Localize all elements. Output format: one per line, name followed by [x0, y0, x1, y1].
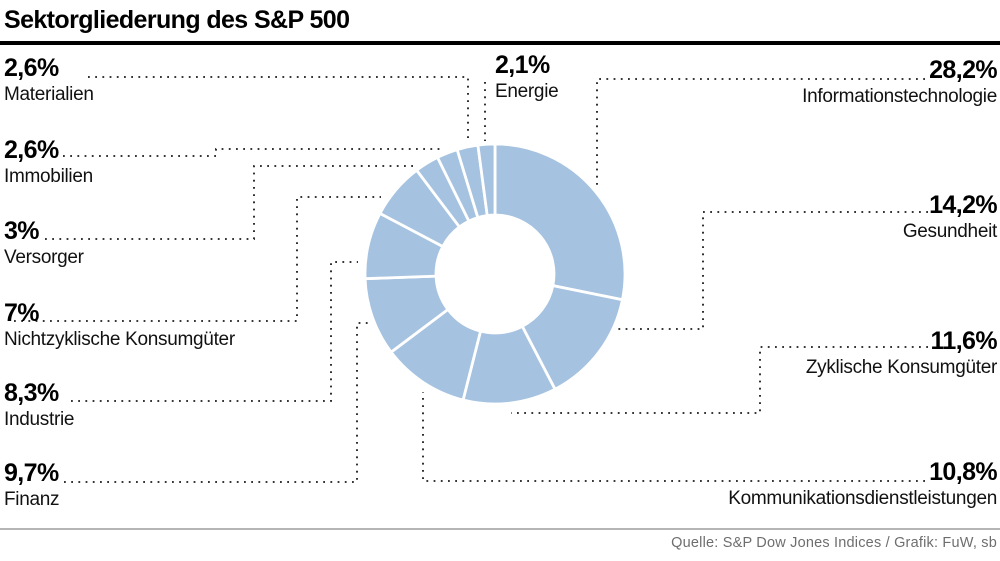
label-pct-immobilien: 2,6%: [4, 136, 59, 164]
footer-separator: [0, 528, 1000, 530]
label-name-immobilien: Immobilien: [4, 165, 93, 187]
label-informationstechnologie: 28,2% Informationstechnologie: [802, 56, 997, 107]
label-name-versorger: Versorger: [4, 246, 84, 268]
label-name-finanz: Finanz: [4, 488, 60, 510]
label-name-kommunikationsdienstleistungen: Kommunikationsdienstleistungen: [728, 487, 997, 509]
label-pct-gesundheit: 14,2%: [929, 191, 997, 219]
label-pct-zyklische-konsumgueter: 11,6%: [930, 327, 997, 355]
label-pct-energie: 2,1%: [495, 51, 550, 79]
donut-slice-informationstechnologie: [493, 142, 627, 302]
source-credit: Quelle: S&P Dow Jones Indices / Grafik: …: [671, 535, 997, 551]
donut-slice-energie: [476, 142, 497, 218]
label-materialien: 2,6% Materialien: [4, 54, 94, 105]
label-versorger: 3% Versorger: [4, 217, 84, 268]
label-pct-kommunikationsdienstleistungen: 10,8%: [929, 458, 997, 486]
label-name-nichtzyklische-konsumgueter: Nichtzyklische Konsumgüter: [4, 328, 235, 350]
label-gesundheit: 14,2% Gesundheit: [902, 191, 998, 242]
label-pct-industrie: 8,3%: [4, 379, 59, 407]
label-name-industrie: Industrie: [4, 408, 75, 430]
label-pct-nichtzyklische-konsumgueter: 7%: [4, 299, 40, 327]
label-pct-versorger: 3%: [4, 217, 40, 245]
label-name-informationstechnologie: Informationstechnologie: [802, 85, 997, 107]
label-nichtzyklische-konsumgueter: 7% Nichtzyklische Konsumgüter: [4, 299, 235, 350]
label-name-gesundheit: Gesundheit: [902, 220, 997, 242]
donut-chart: [363, 142, 627, 406]
label-immobilien: 2,6% Immobilien: [4, 136, 93, 187]
label-pct-materialien: 2,6%: [4, 54, 59, 82]
leader-line-materialien: [88, 76, 469, 141]
leader-line-immobilien: [63, 148, 441, 157]
leader-line-versorger: [45, 165, 414, 240]
title-rule: [0, 41, 1000, 45]
label-finanz: 9,7% Finanz: [4, 459, 60, 510]
label-zyklische-konsumgueter: 11,6% Zyklische Konsumgüter: [805, 327, 998, 378]
leader-line-informationstechnologie: [596, 78, 925, 187]
label-name-materialien: Materialien: [4, 83, 94, 105]
leader-line-kommunikationsdienstleistungen: [422, 392, 925, 482]
label-industrie: 8,3% Industrie: [4, 379, 75, 430]
label-name-energie: Energie: [495, 80, 559, 102]
label-kommunikationsdienstleistungen: 10,8% Kommunikationsdienstleistungen: [728, 458, 997, 509]
label-name-zyklische-konsumgueter: Zyklische Konsumgüter: [805, 356, 997, 378]
leader-line-industrie: [71, 261, 358, 402]
leader-line-gesundheit: [616, 211, 928, 330]
label-energie: 2,1% Energie: [495, 51, 559, 102]
page-title: Sektorgliederung des S&P 500: [4, 6, 350, 34]
label-pct-informationstechnologie: 28,2%: [929, 56, 997, 84]
label-pct-finanz: 9,7%: [4, 459, 59, 487]
